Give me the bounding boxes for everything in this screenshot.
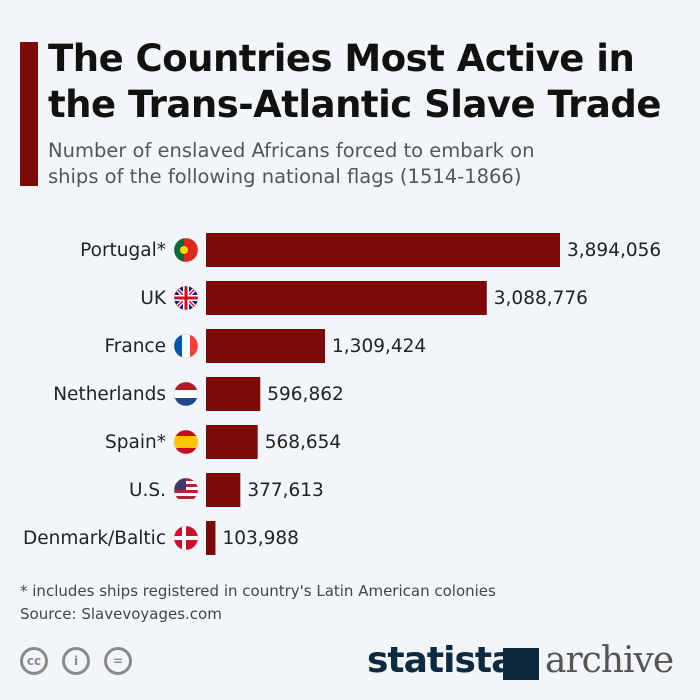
portugal-flag-icon: [173, 237, 199, 263]
source: Source: Slavevoyages.com: [20, 605, 222, 623]
category-label: Netherlands: [53, 384, 166, 405]
netherlands-flag-icon: [173, 381, 199, 407]
chart-subtitle: Number of enslaved Africans forced to em…: [48, 139, 535, 188]
spain-flag-icon: [173, 429, 199, 455]
notes: * includes ships registered in country's…: [20, 580, 496, 626]
attribution-icon[interactable]: i: [62, 647, 90, 675]
category-label: Portugal*: [80, 240, 166, 261]
value-label: 3,088,776: [494, 288, 588, 309]
footnote: * includes ships registered in country's…: [20, 582, 496, 600]
bar: [206, 281, 487, 315]
no-derivatives-icon[interactable]: =: [104, 647, 132, 675]
cc-icon[interactable]: cc: [20, 647, 48, 675]
chart-title: The Countries Most Active in the Trans-A…: [48, 37, 661, 126]
archive-label: archive: [545, 640, 674, 681]
value-label: 596,862: [267, 384, 344, 405]
denmark-flag-icon: [173, 525, 199, 551]
bar-chart: Portugal* 3,894,056 UK 3,088,776 France 1,309…: [23, 233, 661, 555]
value-label: 568,654: [265, 432, 342, 453]
category-label: Spain*: [105, 432, 166, 453]
us-flag-icon: [173, 477, 199, 503]
category-label: UK: [140, 288, 167, 309]
category-label: France: [104, 336, 166, 357]
value-label: 3,894,056: [567, 240, 661, 261]
bar: [206, 233, 560, 267]
bar: [206, 521, 216, 555]
statista-mark-icon: [503, 648, 539, 680]
title-accent-bar: [20, 42, 38, 186]
statista-logo[interactable]: statista: [367, 640, 515, 681]
bar: [206, 473, 241, 507]
bar: [206, 425, 258, 459]
uk-flag-icon: [173, 285, 199, 311]
value-label: 377,613: [247, 480, 324, 501]
value-label: 103,988: [222, 528, 299, 549]
bar: [206, 329, 326, 363]
bar: [206, 377, 261, 411]
category-label: U.S.: [129, 480, 166, 501]
france-flag-icon: [173, 333, 199, 359]
category-label: Denmark/Baltic: [23, 528, 166, 549]
value-label: 1,309,424: [332, 336, 426, 357]
